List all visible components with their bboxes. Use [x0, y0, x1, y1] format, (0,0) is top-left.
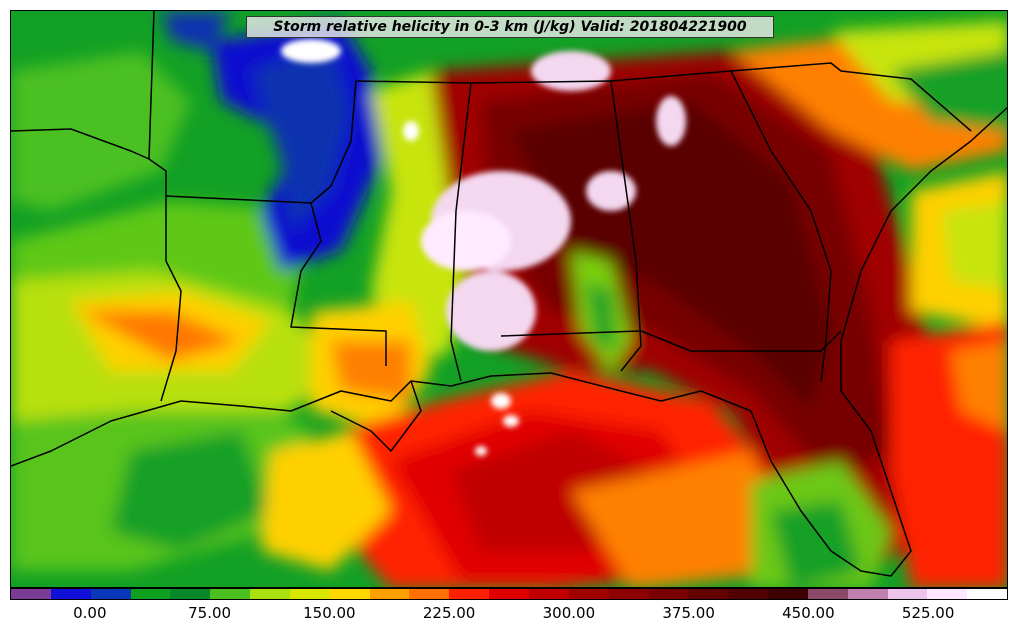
boundaries: [11, 11, 1007, 577]
coastline-delta: [330, 380, 422, 452]
colorbar-swatch: [289, 589, 330, 599]
colorbar-swatch: [170, 589, 211, 599]
colorbar-swatch: [130, 589, 171, 599]
colorbar-swatch: [409, 589, 450, 599]
colorbar-swatch: [369, 589, 410, 599]
helicity-map: [10, 10, 1008, 588]
colorbar-swatch: [250, 589, 290, 599]
colorbar-tick-label: 375.00: [662, 604, 715, 622]
colorbar-swatch: [449, 589, 490, 599]
colorbar-tick-label: 300.00: [542, 604, 596, 622]
border-ks-ok: [11, 128, 150, 160]
colorbar-swatch: [807, 589, 848, 599]
colorbar-swatch: [688, 589, 729, 599]
colorbar-tick-labels: 0.00 75.00 150.00 225.00 300.00 375.00 450.00 5…: [10, 601, 1008, 627]
border-ar-la: [290, 202, 387, 366]
extreme-helicity-cells: [281, 39, 686, 456]
colorbar-tick-label: 150.00: [303, 604, 356, 622]
colorbar-tick-label: 75.00: [188, 604, 232, 622]
colorbar-swatch: [568, 589, 609, 599]
colorbar-tick-label: 450.00: [782, 604, 835, 622]
colorbar-swatch: [210, 589, 251, 599]
coastline: [11, 106, 1007, 577]
colorbar-swatch: [11, 589, 51, 599]
colorbar-swatch: [329, 589, 370, 599]
colorbar-swatch: [847, 589, 888, 599]
border-al-fl: [500, 330, 842, 352]
colorbar-swatch: [528, 589, 569, 599]
colorbar-swatch: [728, 589, 769, 599]
colorbar-swatch: [927, 589, 968, 599]
colorbar-swatch: [887, 589, 928, 599]
colorbar-swatch: [967, 589, 1008, 599]
colorbar-swatch: [768, 589, 808, 599]
map-canvas: [11, 11, 1007, 587]
colorbar-swatch: [50, 589, 91, 599]
border-ok-ar: [165, 80, 357, 204]
border-ms-al: [470, 80, 642, 372]
helicity-field: [11, 11, 1007, 587]
border-ok-tx: [148, 11, 167, 196]
colorbar-tick-label: 225.00: [422, 604, 476, 622]
border-tn-ga: [610, 62, 972, 132]
colorbar-tick-label: 525.00: [901, 604, 955, 622]
border-tn-ms: [355, 80, 472, 382]
colorbar-tick-label: 0.00: [73, 604, 107, 622]
border-tx-la: [160, 196, 182, 402]
colorbar-swatch: [90, 589, 131, 599]
colorbar-swatch: [648, 589, 689, 599]
colorbar: [10, 588, 1008, 600]
colorbar-swatch: [608, 589, 649, 599]
map-title: Storm relative helicity in 0-3 km (J/kg)…: [246, 16, 774, 38]
colorbar-swatch: [489, 589, 529, 599]
